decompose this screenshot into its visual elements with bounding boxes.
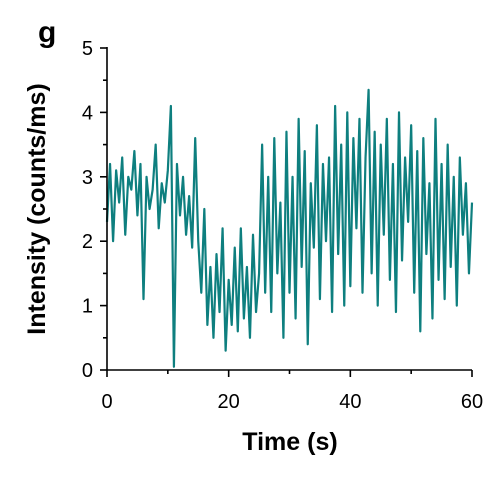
x-tick-label: 60: [461, 391, 483, 413]
x-axis-label: Time (s): [242, 428, 337, 456]
x-tick-label: 40: [339, 391, 361, 413]
y-tick-label: 0: [82, 360, 93, 382]
y-tick-label: 3: [82, 167, 93, 189]
intensity-trace: [105, 88, 474, 368]
y-tick-label: 5: [82, 38, 93, 60]
x-tick-label: 0: [101, 391, 112, 413]
panel-label: g: [38, 16, 56, 49]
y-axis-label: Intensity (counts/ms): [23, 83, 51, 334]
y-tick-label: 2: [82, 231, 93, 253]
x-tick-label: 20: [218, 391, 240, 413]
y-tick-label: 1: [82, 296, 93, 318]
y-tick-label: 4: [82, 102, 93, 124]
